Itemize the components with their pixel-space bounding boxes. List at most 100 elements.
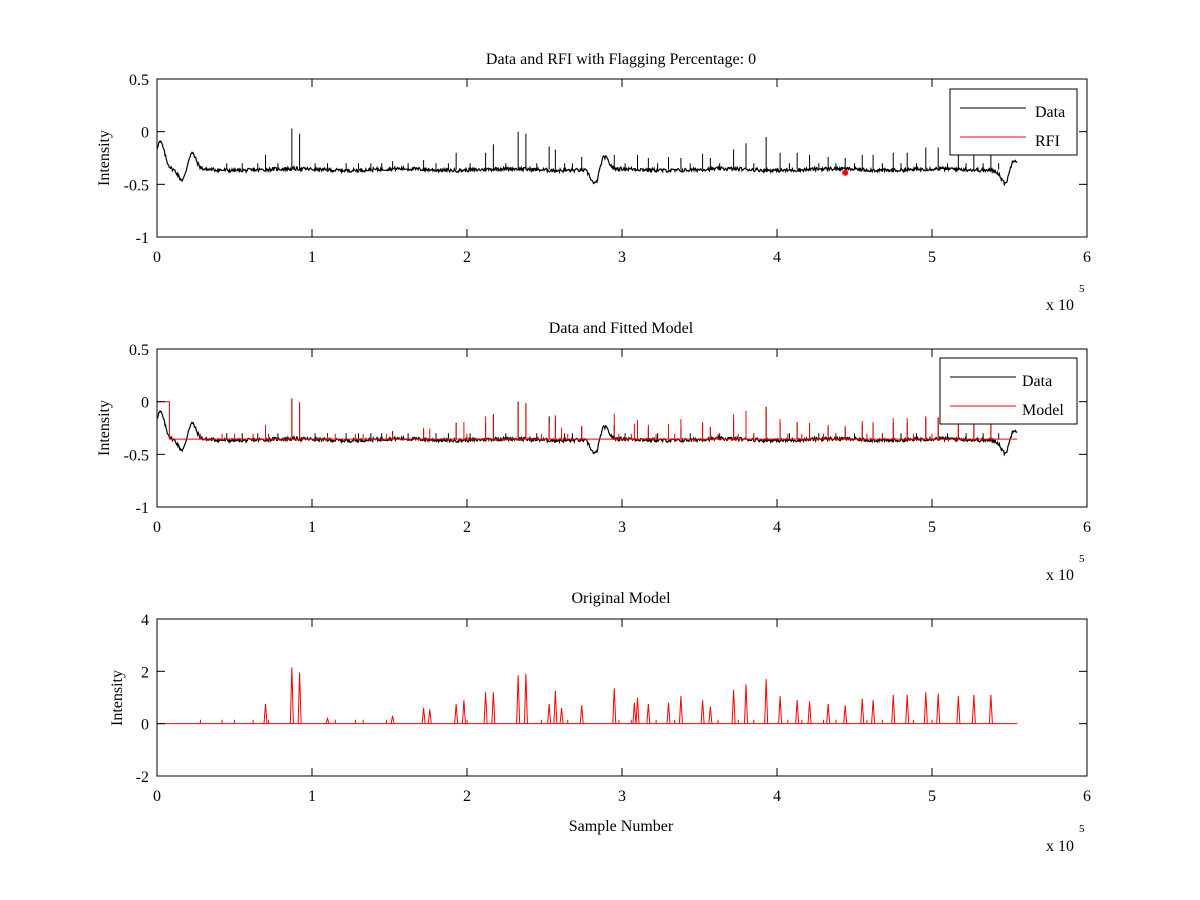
model-spike — [491, 692, 496, 724]
subplot-3-plot-area — [157, 667, 1018, 725]
model-spike — [860, 698, 865, 724]
y-tick-label: 0 — [141, 125, 149, 142]
model-spike — [646, 704, 651, 724]
y-tick-label: -1 — [136, 500, 149, 517]
subplot-2: Data and Fitted Model Intensity 0 1 2 3 4 5 6 -… — [96, 320, 1091, 584]
x-tick-label: 4 — [773, 249, 781, 266]
model-spike — [461, 700, 466, 724]
model-spike — [744, 684, 748, 724]
subplot-2-ylabel: Intensity — [96, 400, 113, 456]
y-tick-label: 0.5 — [129, 342, 149, 359]
model-spike — [807, 701, 812, 724]
model-spike — [523, 673, 528, 724]
model-spike — [579, 705, 584, 724]
subplot-1-exponent-power: 5 — [1079, 283, 1085, 295]
subplot-2-legend-data-label: Data — [1022, 373, 1052, 390]
model-spike — [421, 707, 426, 724]
data-series-line — [156, 139, 1018, 187]
subplot-3-xlabel: Sample Number — [569, 818, 674, 835]
subplot-2-legend-box — [939, 357, 1078, 425]
x-tick-label: 4 — [773, 788, 781, 805]
model-spike — [795, 700, 800, 724]
subplot-1-legend: Data RFI — [949, 88, 1078, 156]
x-tick-label: 2 — [463, 788, 471, 805]
x-tick-label: 5 — [928, 249, 936, 266]
y-tick-label: 0 — [141, 717, 149, 734]
subplot-2-legend-model-label: Model — [1022, 402, 1064, 419]
model-spike — [632, 702, 637, 724]
model-spike — [905, 694, 910, 724]
model-spike — [390, 715, 395, 724]
subplot-1-title: Data and RFI with Flagging Percentage: 0 — [486, 51, 756, 68]
subplot-3-exponent-power: 5 — [1079, 823, 1085, 835]
subplot-2-exponent-power: 5 — [1079, 553, 1085, 565]
subplot-1-exponent-base: x 10 — [1046, 297, 1074, 314]
model-spike — [826, 704, 831, 724]
model-spike — [635, 697, 640, 724]
model-spike — [427, 709, 432, 724]
model-spike — [936, 693, 941, 724]
subplot-2-exponent-base: x 10 — [1046, 567, 1074, 584]
model-spike — [454, 704, 459, 724]
model-spike — [843, 705, 848, 724]
rfi-point — [842, 169, 849, 176]
subplot-3-exponent-base: x 10 — [1046, 838, 1074, 855]
y-tick-label: 0.5 — [129, 72, 149, 89]
model-spike — [778, 696, 783, 724]
subplot-2-legend: Data Model — [939, 357, 1078, 425]
model-spike — [971, 694, 976, 724]
subplot-1-plot-area — [156, 128, 1018, 187]
subplot-1-ticks: 0 1 2 3 4 5 6 -1 -0.5 0 0.5 — [124, 72, 1091, 266]
model-spike — [678, 696, 683, 724]
subplot-1-legend-data-label: Data — [1035, 104, 1065, 121]
y-tick-label: 4 — [141, 612, 149, 629]
y-tick-label: 0 — [141, 395, 149, 412]
x-tick-label: 0 — [153, 519, 161, 536]
model-spike — [988, 694, 993, 724]
model-spike — [516, 675, 521, 724]
x-tick-label: 5 — [928, 519, 936, 536]
model-spike — [553, 690, 558, 724]
subplot-1: Data and RFI with Flagging Percentage: 0… — [96, 51, 1091, 314]
y-tick-label: -2 — [136, 769, 149, 786]
x-tick-label: 0 — [153, 249, 161, 266]
y-tick-label: -0.5 — [124, 177, 149, 194]
model-spike — [923, 692, 928, 724]
y-tick-label: 2 — [141, 664, 149, 681]
model-spike — [297, 672, 302, 724]
x-tick-label: 3 — [618, 788, 626, 805]
x-tick-label: 3 — [618, 519, 626, 536]
subplot-2-plot-area — [156, 398, 1018, 457]
model-spike — [708, 706, 713, 724]
x-tick-label: 3 — [618, 249, 626, 266]
subplot-1-legend-rfi-label: RFI — [1035, 133, 1060, 150]
model-spike — [871, 700, 876, 724]
model-spike — [956, 696, 961, 724]
x-tick-label: 1 — [308, 519, 316, 536]
x-tick-label: 6 — [1083, 519, 1091, 536]
model-spike — [559, 707, 564, 724]
model-spike — [612, 688, 617, 724]
subplot-3-ylabel: Intensity — [109, 670, 126, 726]
subplot-2-title: Data and Fitted Model — [549, 320, 694, 337]
x-tick-label: 1 — [308, 788, 316, 805]
model-spike — [263, 704, 268, 724]
x-tick-label: 5 — [928, 788, 936, 805]
y-tick-label: -0.5 — [124, 447, 149, 464]
subplot-2-ticks: 0 1 2 3 4 5 6 -1 -0.5 0 0.5 — [124, 342, 1091, 536]
model-spike — [483, 692, 488, 724]
model-spike — [289, 667, 294, 724]
y-tick-label: -1 — [136, 230, 149, 247]
model-spike — [325, 716, 330, 724]
subplot-3-title: Original Model — [571, 590, 671, 607]
x-tick-label: 2 — [463, 249, 471, 266]
model-spike — [764, 679, 769, 724]
model-spike — [891, 694, 896, 724]
subplot-1-ylabel: Intensity — [96, 130, 113, 186]
x-tick-label: 2 — [463, 519, 471, 536]
x-tick-label: 4 — [773, 519, 781, 536]
x-tick-label: 6 — [1083, 249, 1091, 266]
